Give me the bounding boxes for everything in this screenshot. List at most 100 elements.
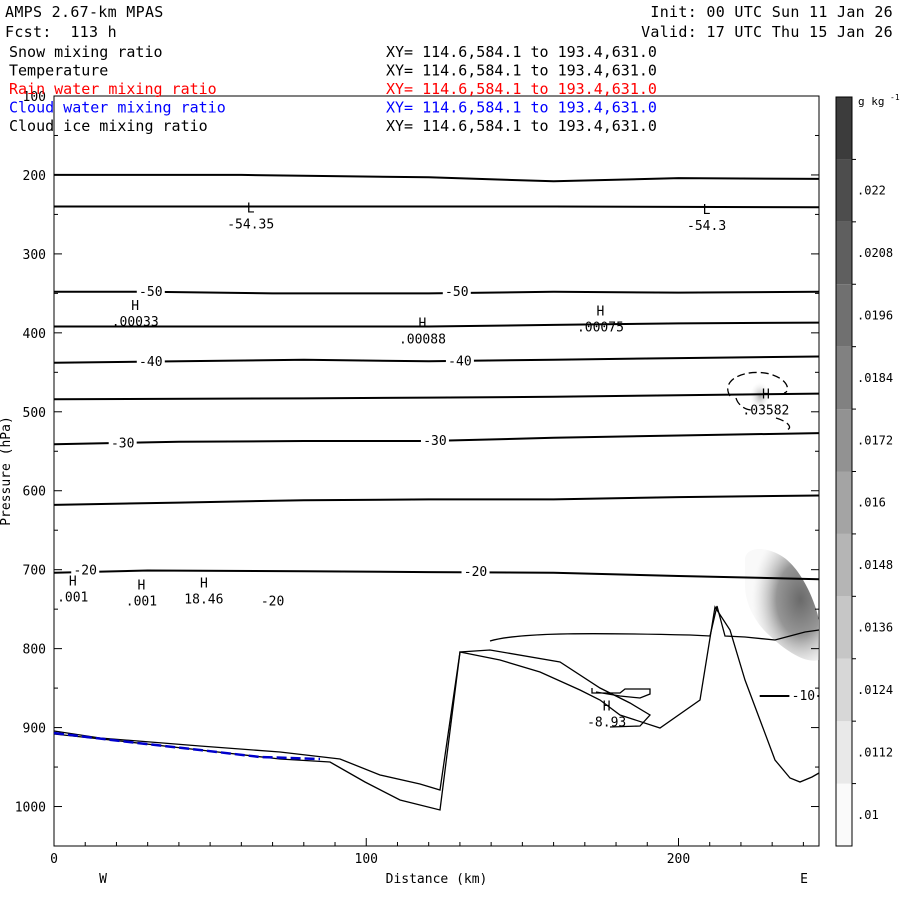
y-tick-label: 500	[23, 406, 46, 421]
y-tick-label: 1000	[15, 801, 46, 816]
field-name: Cloud water mixing ratio	[9, 99, 226, 117]
terrain-lines	[53, 371, 820, 811]
isotherm-label-bg	[258, 593, 287, 608]
colorbar-unit: g kg	[858, 95, 885, 108]
isotherm-label-bg	[789, 688, 818, 702]
y-tick-label: 800	[23, 643, 46, 658]
high-marker: H	[597, 305, 605, 320]
dashed-contour	[727, 371, 791, 431]
y-tick-label: 300	[23, 248, 46, 263]
field-xy-range: XY= 114.6,584.1 to 193.4,631.0	[386, 117, 657, 135]
contour-line-1	[54, 173, 820, 183]
isotherm--20	[53, 569, 820, 581]
field-name: Snow mixing ratio	[9, 43, 163, 61]
y-tick-label: 400	[23, 327, 46, 342]
init-time: Init: 00 UTC Sun 11 Jan 26	[650, 3, 893, 21]
small-shading	[750, 382, 770, 410]
high-value: .001	[126, 595, 157, 610]
y-tick-label: 900	[23, 722, 46, 737]
y-tick-label: 200	[23, 169, 46, 184]
colorbar-swatch	[836, 346, 852, 410]
x-tick-label: 100	[355, 852, 378, 867]
isotherm-label: -40	[139, 355, 162, 370]
colorbar-label: .0208	[857, 246, 893, 260]
forecast-hour: Fcst: 113 h	[5, 23, 117, 41]
colorbar-label: .0148	[857, 558, 893, 572]
isotherm-label-bg	[420, 433, 449, 447]
high-marker: H	[138, 579, 146, 594]
y-tick-label: 700	[23, 564, 46, 579]
high-marker: H	[762, 388, 770, 403]
isotherm-label-bg	[71, 562, 100, 577]
isotherm-label: -40	[448, 354, 471, 369]
x-tick-label: 200	[667, 852, 690, 867]
isotherm-label: -30	[111, 436, 134, 451]
high-value: .03582	[742, 404, 789, 419]
colorbar-unit-sup: -1	[890, 93, 900, 102]
y-tick-label: 600	[23, 485, 46, 500]
isotherm--40	[53, 355, 820, 364]
field-xy-range: XY= 114.6,584.1 to 193.4,631.0	[386, 43, 657, 61]
cloud-water-line	[53, 731, 321, 761]
colorbar-swatch	[836, 533, 852, 597]
terrain-contour-1	[53, 605, 820, 791]
colorbar-swatch	[836, 596, 852, 659]
isotherm-label-bg	[461, 564, 490, 579]
x-tick-label: 0	[50, 852, 58, 867]
isotherm-label: -30	[423, 434, 446, 449]
colorbar-label: .0184	[857, 371, 893, 385]
high-value: .00075	[577, 321, 624, 336]
colorbar-swatch	[836, 221, 852, 285]
y-axis-label: Pressure (hPa)	[0, 416, 14, 526]
isotherm-label: -20	[464, 565, 487, 580]
contour-line-2	[54, 205, 820, 209]
colorbar-label: .016	[857, 496, 886, 510]
west-endpoint: W	[99, 872, 107, 887]
isotherm-label-bg	[108, 435, 137, 450]
isotherm-label: -20	[261, 594, 284, 609]
low-value: -54.35	[227, 217, 274, 232]
x-axis-label: Distance (km)	[386, 872, 488, 887]
isotherm-label: -50	[139, 285, 162, 300]
high-marker: H	[69, 575, 77, 590]
colorbar-label: .022	[857, 184, 886, 198]
colorbar-swatch	[836, 284, 852, 347]
colorbar-swatch	[836, 721, 852, 784]
field-xy-range: XY= 114.6,584.1 to 193.4,631.0	[386, 62, 657, 80]
plot-frame	[53, 95, 820, 847]
high-value: -8.93	[587, 715, 626, 730]
isotherm-label: -50	[445, 285, 468, 300]
plot-area	[53, 95, 820, 847]
high-marker: H	[603, 699, 611, 714]
colorbar-label: .0124	[857, 683, 893, 697]
isotherm-label-bg	[136, 354, 165, 369]
loop-contour	[489, 605, 820, 642]
low-marker: L	[247, 201, 255, 216]
colorbar-label: .01	[857, 808, 879, 822]
field-name: Temperature	[9, 62, 108, 80]
isotherm-label-bg	[136, 283, 165, 298]
contour-line-4	[53, 392, 820, 401]
field-xy-range: XY= 114.6,584.1 to 193.4,631.0	[386, 99, 657, 117]
field-name: Cloud ice mixing ratio	[9, 117, 208, 135]
low-value: -54.3	[687, 219, 726, 234]
model-title: AMPS 2.67-km MPAS	[5, 3, 164, 21]
contour-line-5	[53, 494, 820, 506]
high-marker: H	[200, 576, 208, 591]
colorbar-swatch	[836, 409, 852, 472]
contour-line-3	[54, 321, 820, 328]
high-value: .00033	[112, 315, 159, 330]
colorbar-swatch	[836, 783, 852, 846]
east-endpoint: E	[800, 872, 808, 887]
field-xy-range: XY= 114.6,584.1 to 193.4,631.0	[386, 80, 657, 98]
colorbar-label: .0196	[857, 308, 893, 322]
isotherm-label-bg	[445, 353, 474, 368]
isotherm-label: -20	[73, 563, 96, 578]
colorbar-swatch	[836, 471, 852, 534]
small-loop	[591, 688, 651, 699]
colorbar-swatch	[836, 159, 852, 222]
high-marker: H	[419, 317, 427, 332]
colorbar-label: .0172	[857, 433, 893, 447]
high-value: .001	[57, 591, 88, 606]
colorbar-swatch	[836, 97, 852, 160]
